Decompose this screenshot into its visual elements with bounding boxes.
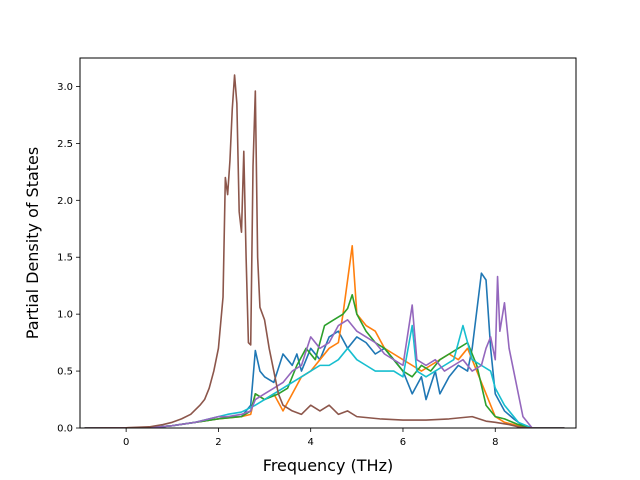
series-line-4 — [84, 324, 565, 428]
series-line-6 — [84, 74, 565, 428]
y-tick-label: 0.5 — [57, 367, 73, 378]
y-axis-label: Partial Density of States — [23, 147, 42, 339]
y-axis-ticks: 0.0 0.5 1.0 1.5 2.0 2.5 3.0 — [57, 82, 80, 435]
x-tick-label: 8 — [492, 437, 498, 448]
x-tick-label: 4 — [308, 437, 314, 448]
y-tick-label: 2.5 — [57, 139, 73, 150]
y-tick-label: 1.5 — [57, 253, 73, 264]
series-line-5 — [84, 275, 565, 428]
x-tick-label: 6 — [400, 437, 406, 448]
x-axis-ticks: 0 2 4 6 8 — [123, 428, 498, 448]
x-tick-label: 2 — [215, 437, 221, 448]
plot-frame — [79, 57, 577, 429]
y-tick-label: 1.0 — [57, 310, 73, 321]
series-layer — [84, 74, 565, 428]
y-tick-label: 2.0 — [57, 196, 73, 207]
x-axis-label: Frequency (THz) — [263, 456, 393, 475]
x-tick-label: 0 — [123, 437, 129, 448]
y-tick-label: 3.0 — [57, 82, 73, 93]
y-tick-label: 0.0 — [57, 424, 73, 435]
series-line-1 — [84, 272, 565, 428]
